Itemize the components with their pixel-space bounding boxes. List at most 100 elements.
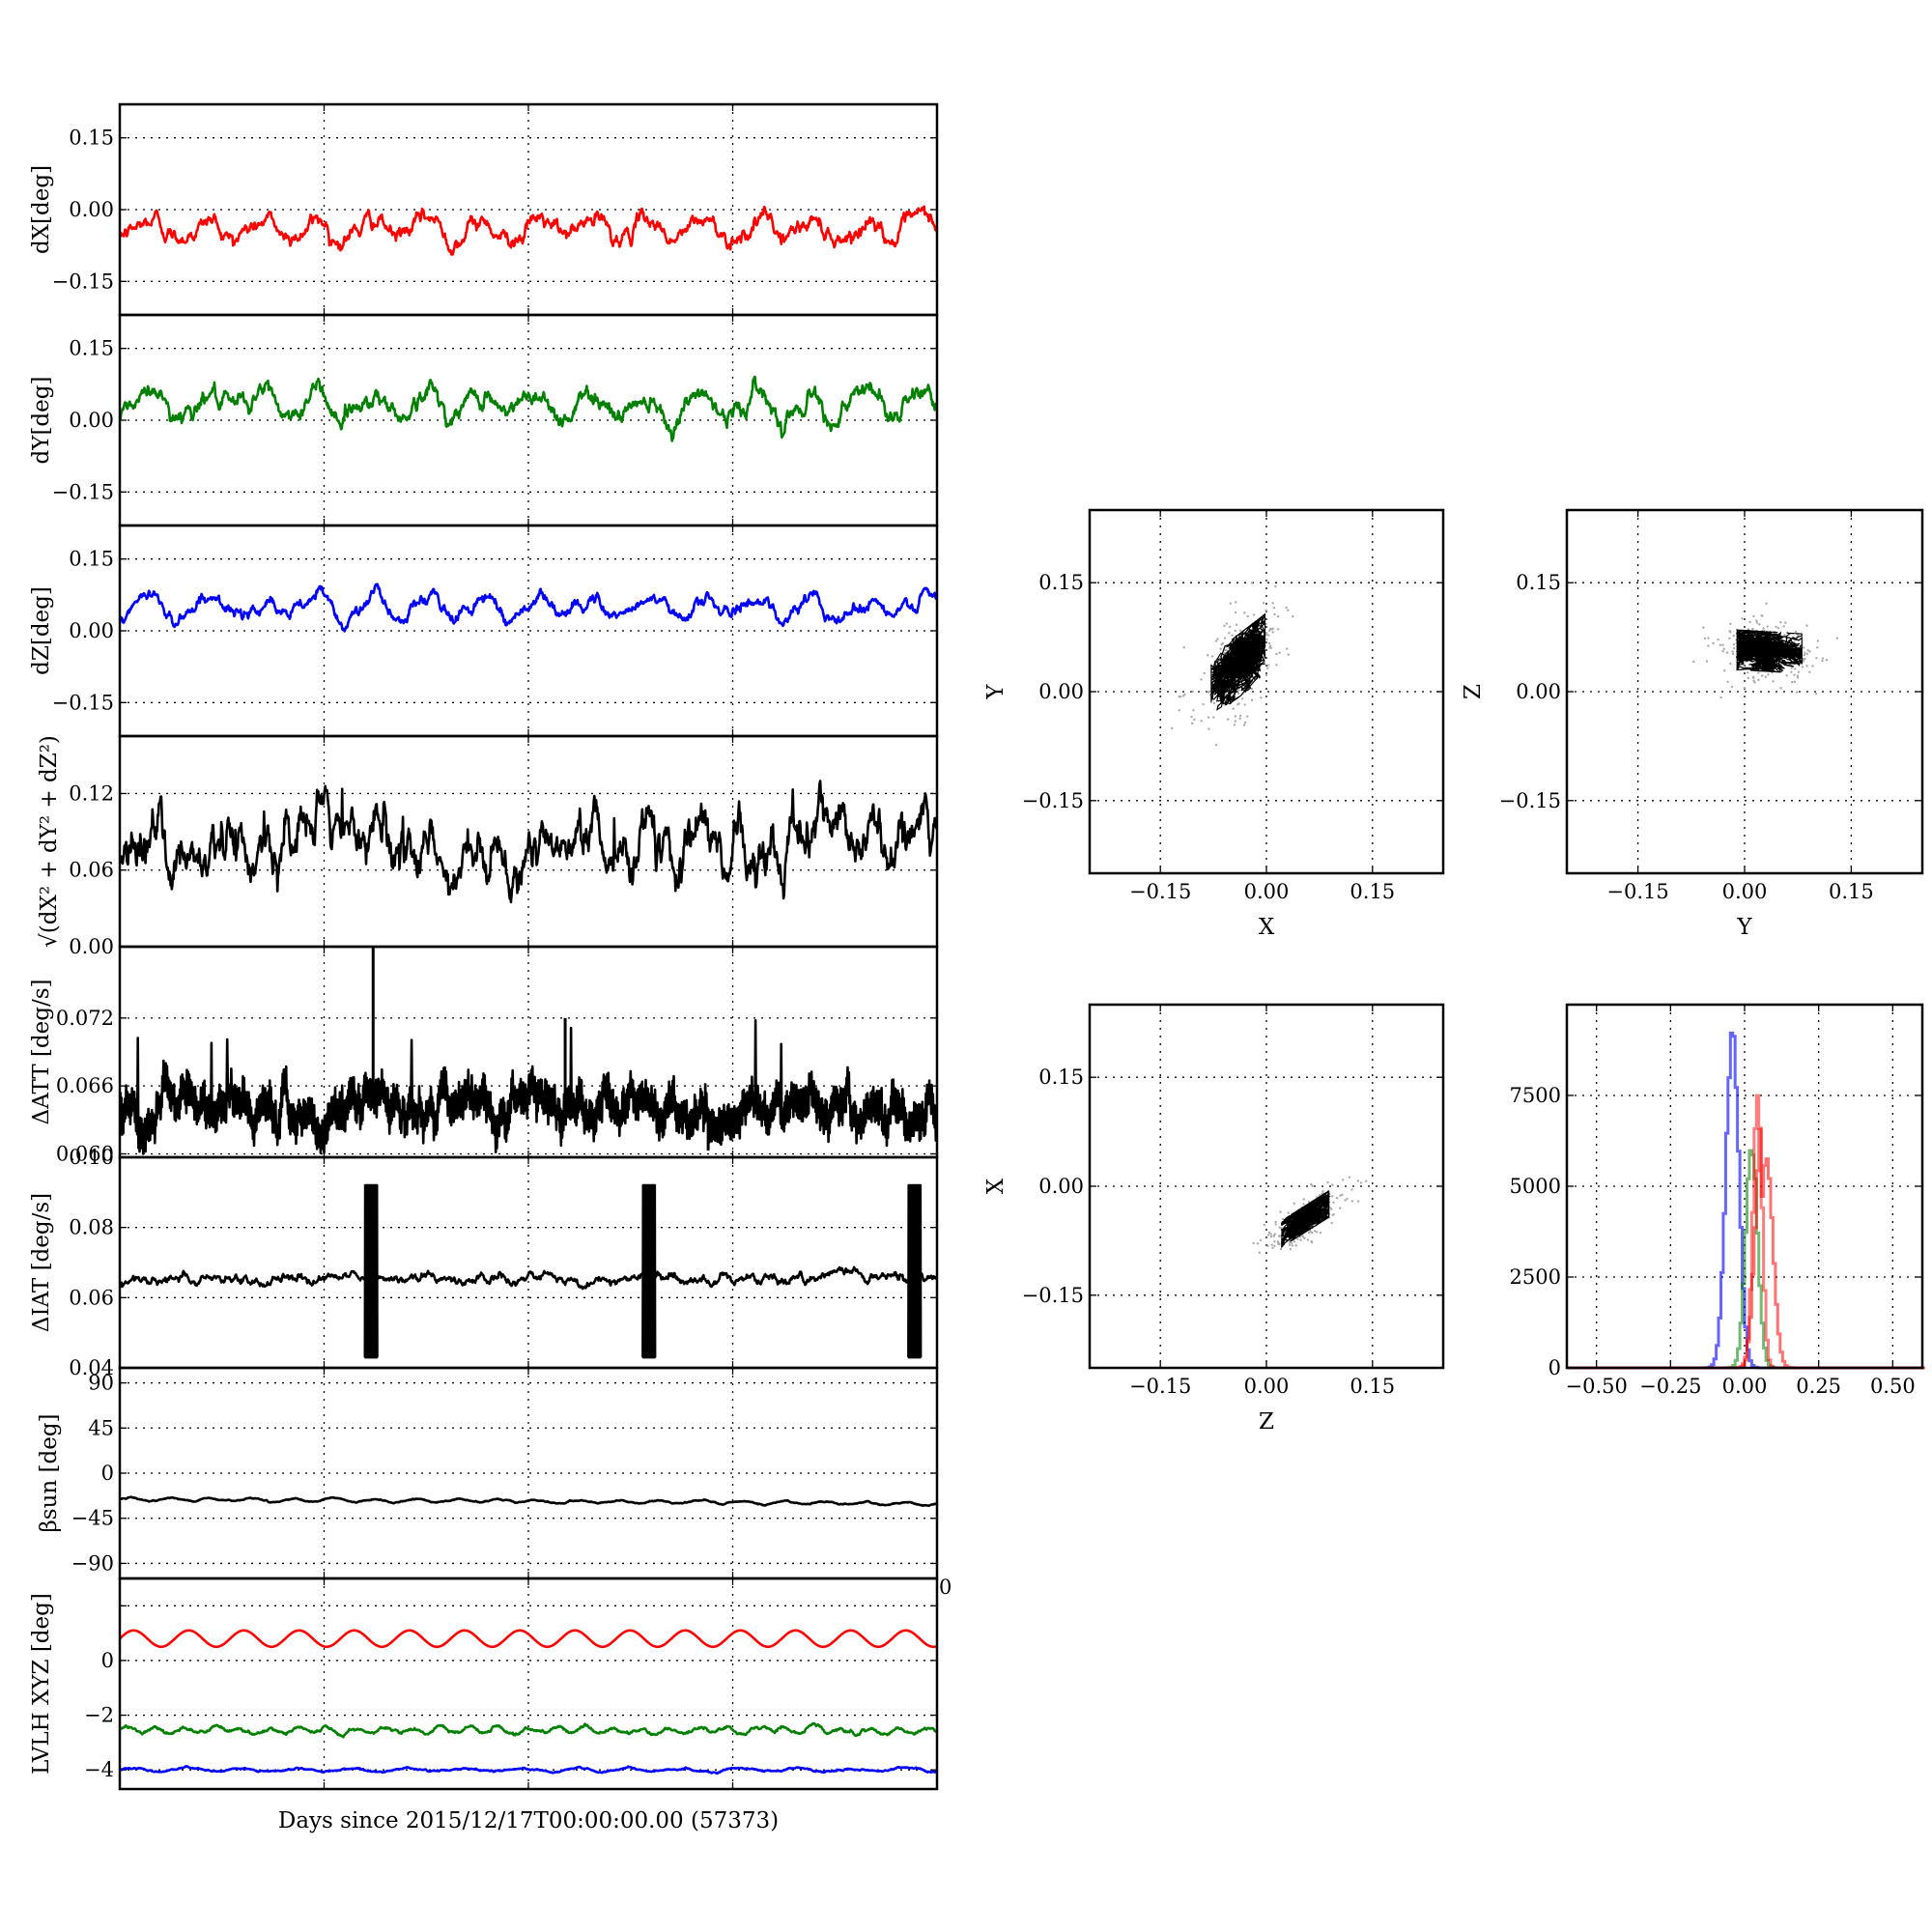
scatter-point-faint	[1212, 701, 1216, 705]
scatter-point-faint	[1192, 709, 1195, 712]
scatter-point-faint	[1775, 625, 1777, 629]
scatter-point-faint	[1762, 627, 1765, 630]
y-tick-label: 45	[88, 1416, 114, 1439]
scatter-point-faint	[1238, 717, 1241, 720]
axes-frame	[118, 1577, 939, 1791]
scatter-point-faint	[1790, 667, 1793, 669]
scatter-point-faint	[1274, 1223, 1277, 1226]
scatter-point-faint	[1723, 669, 1726, 672]
scatter-point-faint	[1765, 602, 1768, 605]
y-axis-label: dZ[deg]	[29, 586, 54, 675]
scatter-point-faint	[1179, 696, 1182, 698]
scatter-point-faint	[1805, 652, 1808, 656]
scatter-point-faint	[1692, 660, 1695, 664]
scatter-point-faint	[1191, 690, 1194, 694]
scatter-point-faint	[1814, 693, 1818, 696]
scatter-point-faint	[1266, 664, 1270, 667]
scatter-point-faint	[1288, 1243, 1292, 1247]
x-tick-label: 0.00	[1244, 880, 1290, 903]
series-line-lvlh-0	[120, 1629, 937, 1649]
scatter-point-faint	[1705, 660, 1709, 663]
scatter-point-faint	[1802, 660, 1804, 663]
scatter-point-faint	[1228, 625, 1232, 629]
iat-burst-2	[907, 1183, 923, 1359]
scatter-point-faint	[1767, 673, 1770, 676]
axes-frame	[1565, 508, 1924, 875]
scatter-point-faint	[1302, 1203, 1305, 1206]
scatter-point-faint	[1753, 681, 1756, 684]
scatter-point-faint	[1260, 696, 1263, 699]
scatter-point-faint	[1779, 687, 1782, 690]
scatter-point-faint	[1794, 668, 1797, 670]
scatter-point-faint	[1259, 1238, 1263, 1242]
scatter-point-faint	[1275, 664, 1278, 667]
series-line-dX-0	[120, 205, 937, 256]
scatter-point-faint	[1732, 634, 1735, 638]
scatter-point-faint	[1779, 620, 1782, 624]
scatter-point-faint	[1287, 653, 1291, 656]
y-tick-label: 0.00	[69, 619, 114, 642]
scatter-point-faint	[1746, 671, 1749, 674]
scatter-point-faint	[1728, 637, 1731, 640]
y-tick-label: −0.15	[52, 480, 114, 503]
scatter-point-faint	[1751, 627, 1754, 631]
scatter-point-faint	[1794, 630, 1798, 634]
x-tick-label: 0	[939, 1576, 952, 1599]
scatter-point-faint	[1226, 718, 1230, 721]
y-tick-label: −0.15	[52, 691, 114, 714]
scatter-point-faint	[1356, 1179, 1360, 1182]
scatter-point-faint	[1790, 680, 1794, 684]
scatter-point-faint	[1732, 647, 1736, 650]
scatter-point-faint	[1191, 722, 1194, 725]
scatter-point-faint	[1772, 680, 1775, 683]
scatter-point-faint	[1214, 744, 1218, 747]
scatter-point-faint	[1265, 638, 1268, 640]
scatter-point-faint	[1743, 686, 1747, 690]
scatter-point-faint	[1702, 626, 1705, 629]
axes-frame	[1088, 508, 1445, 875]
scatter-point-faint	[1350, 1188, 1353, 1191]
scatter-point-faint	[1331, 1183, 1334, 1186]
scatter-point-faint	[1311, 1231, 1314, 1235]
scatter-point-faint	[1348, 1176, 1351, 1179]
scatter-point-faint	[1250, 698, 1254, 701]
y-tick-label: 0.12	[69, 781, 114, 805]
scatter-point-faint	[1313, 1230, 1317, 1233]
scatter-point-faint	[1178, 709, 1180, 712]
scatter-point-faint	[1365, 1179, 1368, 1183]
scatter-point-faint	[1321, 1189, 1324, 1193]
scatter-point-faint	[1766, 625, 1769, 628]
scatter-point-faint	[1796, 674, 1800, 677]
x-tick-label: −0.50	[1565, 1375, 1627, 1398]
scatter-point-faint	[1732, 642, 1736, 646]
y-tick-label: 0.15	[69, 127, 114, 150]
y-tick-label: 0.04	[69, 1356, 114, 1379]
y-axis-label: √(dX² + dY² + dZ²)	[37, 735, 62, 948]
x-axis-label: X	[1259, 915, 1275, 940]
scatter-point-faint	[1223, 648, 1227, 652]
panel-lvlh: 0 −2 −4 LVLH XYZ [deg] Days since 2015/12/17…	[29, 1577, 939, 1833]
scatter-point-faint	[1264, 609, 1267, 612]
scatter-point-faint	[1243, 721, 1247, 724]
x-axis-label: Days since 2015/12/17T00:00:00.00 (57373…	[278, 1808, 779, 1833]
scatter-point-faint	[1359, 1181, 1363, 1184]
y-tick-label: 0.06	[69, 859, 114, 882]
scatter-point-faint	[1731, 650, 1734, 653]
scatter-point-faint	[1200, 720, 1203, 723]
scatter-point-faint	[1806, 649, 1809, 652]
scatter-point-faint	[1729, 622, 1732, 626]
y-axis-label: dY[deg]	[29, 377, 54, 465]
scatter-point-faint	[1274, 585, 1277, 588]
y-tick-label: −4	[84, 1758, 114, 1781]
axes-frame	[1088, 1003, 1445, 1370]
scatter-point-faint	[1182, 646, 1185, 649]
scatter-point-faint	[1332, 1213, 1335, 1216]
scatter-point-faint	[1250, 687, 1253, 691]
scatter-point-faint	[1776, 626, 1780, 630]
scatter-point-faint	[1276, 628, 1280, 631]
scatter-point-faint	[1267, 641, 1271, 645]
x-tick-label: 0.00	[1722, 1375, 1768, 1398]
y-tick-label: 0.10	[69, 1146, 114, 1169]
scatter-point-faint	[1262, 602, 1265, 605]
scatter-point-faint	[1193, 718, 1196, 722]
